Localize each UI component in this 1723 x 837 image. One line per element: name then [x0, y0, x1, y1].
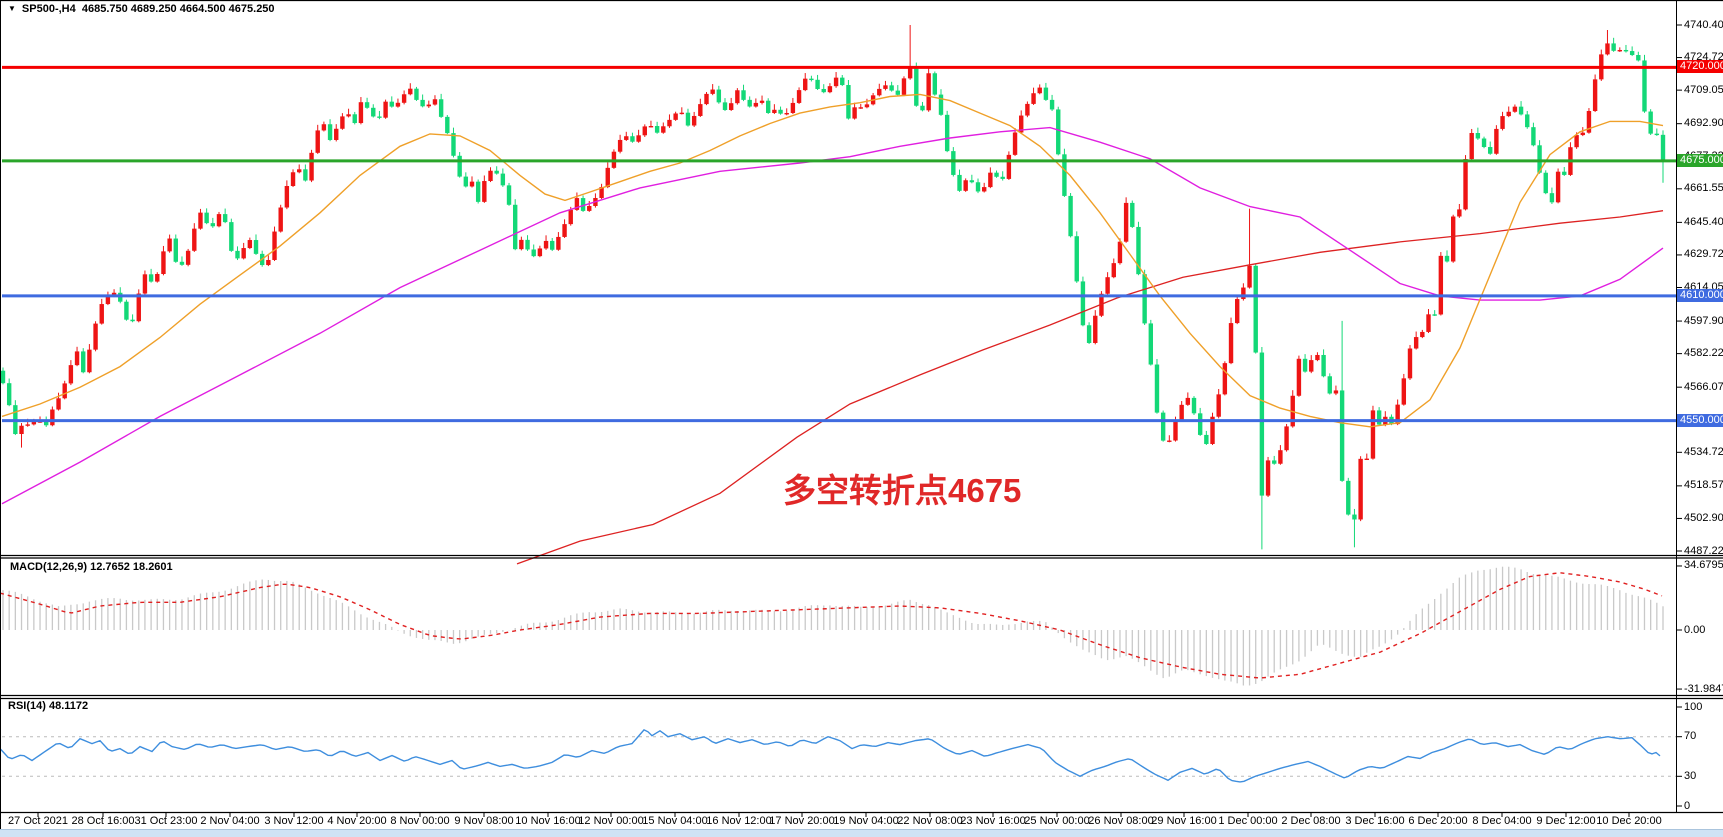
time-label: 29 Nov 16:00 [1151, 815, 1217, 827]
time-label: 26 Nov 08:00 [1088, 815, 1154, 827]
time-label: 1 Dec 00:00 [1218, 815, 1278, 827]
time-label: 31 Oct 23:00 [134, 815, 198, 827]
price-tick: 4597.900 [1684, 314, 1723, 327]
time-label: 19 Nov 04:00 [833, 815, 899, 827]
price-badge-4610.000: 4610.000 [1677, 288, 1723, 302]
macd-indicator-label: MACD(12,26,9) 12.7652 18.2601 [10, 561, 173, 573]
time-label: 23 Nov 16:00 [960, 815, 1026, 827]
price-tick: 4566.075 [1684, 380, 1723, 393]
symbol-dropdown-icon[interactable]: ▼ [8, 4, 16, 13]
rsi-panel [0, 729, 1676, 783]
time-label: 8 Nov 00:00 [390, 815, 450, 827]
price-tick: 4518.575 [1684, 479, 1723, 492]
macd-axis-tick: -31.9847 [1684, 682, 1723, 695]
price-tick: 4692.900 [1684, 117, 1723, 130]
time-label: 2 Nov 04:00 [200, 815, 260, 827]
rsi-line [0, 729, 1661, 783]
price-tick: 4629.725 [1684, 248, 1723, 261]
time-label: 10 Nov 16:00 [515, 815, 581, 827]
time-label: 8 Dec 04:00 [1472, 815, 1532, 827]
price-tick: 4709.050 [1684, 83, 1723, 96]
price-badge-4675.000: 4675.000 [1677, 153, 1723, 167]
macd-axis-tick: 34.6795 [1684, 559, 1723, 572]
time-label: 9 Dec 12:00 [1536, 815, 1596, 827]
rsi-axis-tick: 70 [1684, 730, 1697, 743]
time-label: 22 Nov 08:00 [897, 815, 963, 827]
time-label: 10 Dec 20:00 [1596, 815, 1662, 827]
ohlc-values: 4685.750 4689.250 4664.500 4675.250 [81, 3, 275, 15]
horizontal-levels [2, 65, 1676, 423]
time-label: 9 Nov 08:00 [454, 815, 514, 827]
time-label: 25 Nov 00:00 [1024, 815, 1090, 827]
price-tick: 4487.225 [1684, 544, 1723, 557]
price-tick: 4724.725 [1684, 51, 1723, 64]
rsi-indicator-label: RSI(14) 48.1172 [8, 700, 89, 712]
chart-title: ▼ SP500-,H4 4685.750 4689.250 4664.500 46… [8, 3, 275, 15]
rsi-axis-tick: 0 [1684, 799, 1691, 812]
price-tick: 4740.400 [1684, 18, 1723, 31]
ma-orange [1, 93, 1664, 428]
macd-panel [0, 566, 1664, 686]
macd-axis-tick: 0.00 [1684, 623, 1706, 636]
time-label: 12 Nov 00:00 [578, 815, 644, 827]
time-label: 16 Nov 12:00 [706, 815, 772, 827]
ma-red-slow [516, 210, 1664, 565]
rsi-axis-tick: 30 [1684, 769, 1697, 782]
rsi-axis-tick: 100 [1684, 700, 1703, 713]
price-badge-4720.000: 4720.000 [1677, 60, 1723, 74]
time-label: 15 Nov 04:00 [642, 815, 708, 827]
time-label: 3 Dec 16:00 [1345, 815, 1405, 827]
price-tick: 4645.400 [1684, 215, 1723, 228]
ma-magenta [1, 126, 1664, 505]
chart-annotation-text: 多空转折点4675 [783, 472, 1022, 509]
symbol-label: SP500-,H4 [21, 3, 76, 15]
time-label: 3 Nov 12:00 [264, 815, 324, 827]
time-label: 6 Dec 20:00 [1408, 815, 1468, 827]
time-label: 27 Oct 2021 [8, 815, 68, 827]
price-tick: 4534.725 [1684, 445, 1723, 458]
time-label: 2 Dec 08:00 [1281, 815, 1341, 827]
macd-signal-line [0, 572, 1663, 679]
price-tick: 4502.900 [1684, 511, 1723, 524]
bottom-scroll-strip[interactable] [0, 829, 1723, 837]
price-badge-4550.000: 4550.000 [1677, 413, 1723, 427]
time-label: 4 Nov 20:00 [327, 815, 387, 827]
time-label: 17 Nov 20:00 [769, 815, 835, 827]
price-tick: 4582.225 [1684, 347, 1723, 360]
time-label: 28 Oct 16:00 [71, 815, 135, 827]
price-tick: 4661.550 [1684, 182, 1723, 195]
